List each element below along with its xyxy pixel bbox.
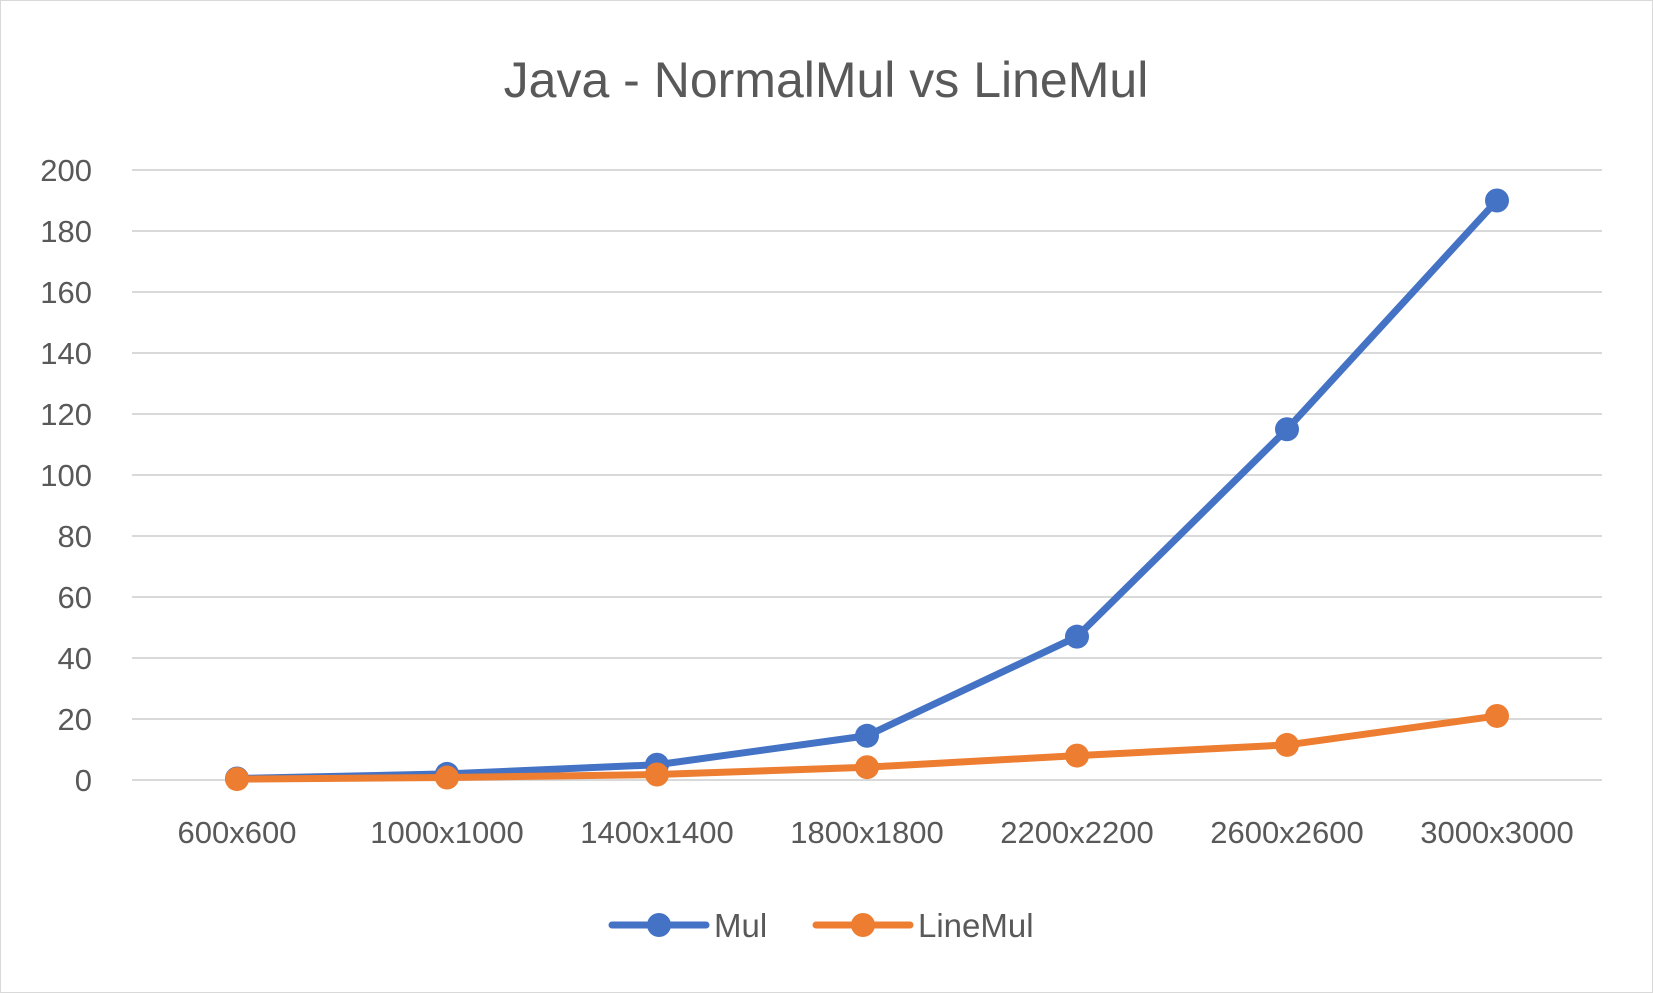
data-point bbox=[645, 762, 669, 787]
data-point bbox=[1275, 417, 1299, 442]
x-tick-label: 1000x1000 bbox=[370, 815, 523, 850]
y-tick-label: 40 bbox=[58, 641, 92, 676]
chart-title: Java - NormalMul vs LineMul bbox=[504, 52, 1149, 108]
y-tick-label: 120 bbox=[40, 397, 92, 432]
legend-swatch-marker bbox=[851, 913, 875, 937]
x-tick-label: 1400x1400 bbox=[580, 815, 733, 850]
x-tick-label: 1800x1800 bbox=[790, 815, 943, 850]
x-tick-label: 3000x3000 bbox=[1420, 815, 1573, 850]
legend-item-linemul: LineMul bbox=[812, 907, 1034, 944]
y-tick-label: 80 bbox=[58, 519, 92, 554]
data-point bbox=[1065, 624, 1089, 649]
y-tick-label: 0 bbox=[75, 763, 92, 798]
x-axis-ticks: 600x600 1000x1000 1400x1400 1800x1800 2200x2… bbox=[178, 815, 1574, 850]
x-tick-label: 600x600 bbox=[178, 815, 297, 850]
data-point bbox=[855, 723, 879, 748]
data-point bbox=[855, 755, 879, 780]
y-tick-label: 60 bbox=[58, 580, 92, 615]
data-point bbox=[1065, 743, 1089, 768]
y-tick-label: 200 bbox=[40, 153, 92, 188]
legend-swatch-marker bbox=[647, 913, 671, 937]
data-point bbox=[1485, 188, 1509, 213]
x-tick-label: 2600x2600 bbox=[1210, 815, 1363, 850]
series-line-mul bbox=[233, 197, 1501, 782]
data-point bbox=[1485, 703, 1509, 728]
legend-label: LineMul bbox=[918, 907, 1034, 944]
y-tick-label: 140 bbox=[40, 336, 92, 371]
legend-item-mul: Mul bbox=[608, 907, 767, 944]
x-tick-label: 2200x2200 bbox=[1000, 815, 1153, 850]
y-tick-label: 160 bbox=[40, 275, 92, 310]
series-linemul bbox=[225, 703, 1509, 792]
y-tick-label: 100 bbox=[40, 458, 92, 493]
legend-label: Mul bbox=[714, 907, 767, 944]
legend: Mul LineMul bbox=[608, 907, 1034, 944]
data-point bbox=[435, 765, 459, 790]
y-axis-ticks: 0 20 40 60 80 100 120 140 160 180 200 bbox=[40, 153, 92, 798]
gridlines bbox=[132, 169, 1602, 781]
data-point bbox=[1275, 732, 1299, 757]
y-tick-label: 20 bbox=[58, 702, 92, 737]
y-tick-label: 180 bbox=[40, 214, 92, 249]
series-mul bbox=[225, 188, 1509, 791]
data-point bbox=[225, 767, 249, 792]
series-layer bbox=[225, 188, 1509, 792]
